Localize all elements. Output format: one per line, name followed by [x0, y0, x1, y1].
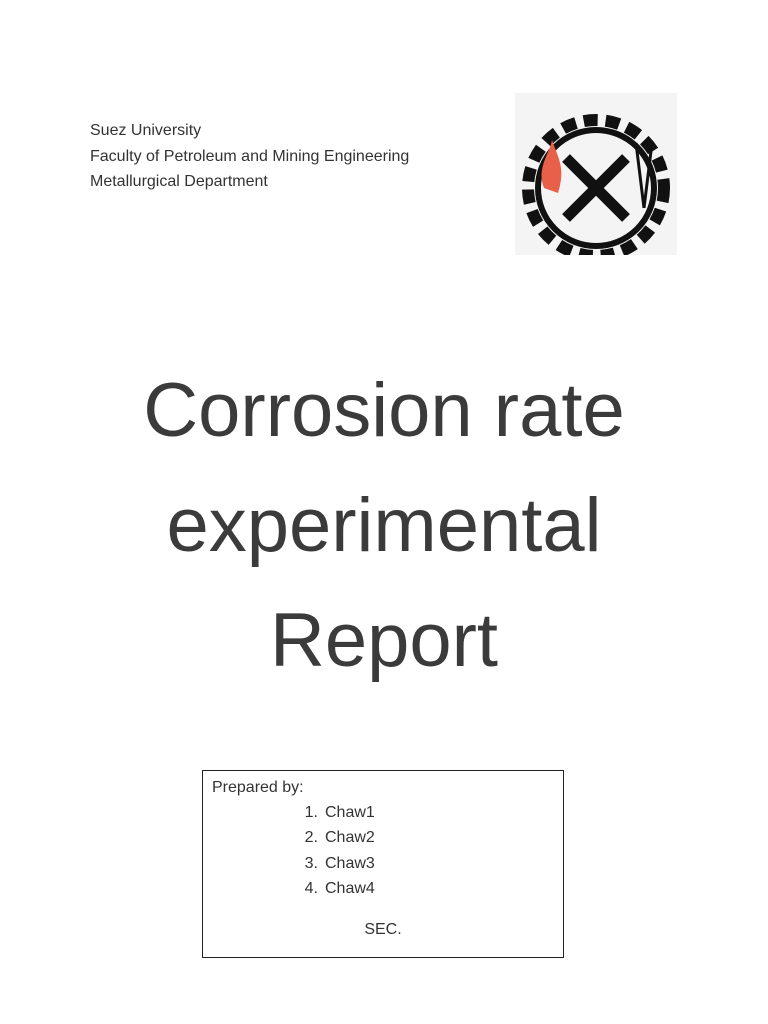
list-number: 3. — [304, 854, 318, 872]
list-number: 2. — [304, 829, 318, 847]
title-line: experimental — [166, 483, 602, 568]
prepared-label: Prepared by: — [212, 779, 304, 796]
title-line: Report — [269, 598, 499, 683]
member-name: Chaw4 — [325, 879, 375, 897]
logo — [515, 93, 677, 255]
prepared-box: Prepared by: 1. Chaw1 2. Chaw2 3. Chaw3 4. Chaw4… — [202, 770, 564, 958]
member-name: Chaw3 — [325, 854, 375, 872]
header-line: Faculty of Petroleum and Mining Engineer… — [90, 147, 410, 165]
section-label: SEC. — [364, 921, 402, 938]
list-number: 1. — [304, 804, 318, 821]
list-number: 4. — [304, 879, 318, 897]
member-name: Chaw1 — [325, 804, 375, 821]
title-line: Corrosion rate — [143, 368, 625, 453]
member-name: Chaw2 — [325, 829, 375, 847]
header-line: Metallurgical Department — [90, 173, 268, 190]
header-line: Suez University — [90, 122, 202, 139]
